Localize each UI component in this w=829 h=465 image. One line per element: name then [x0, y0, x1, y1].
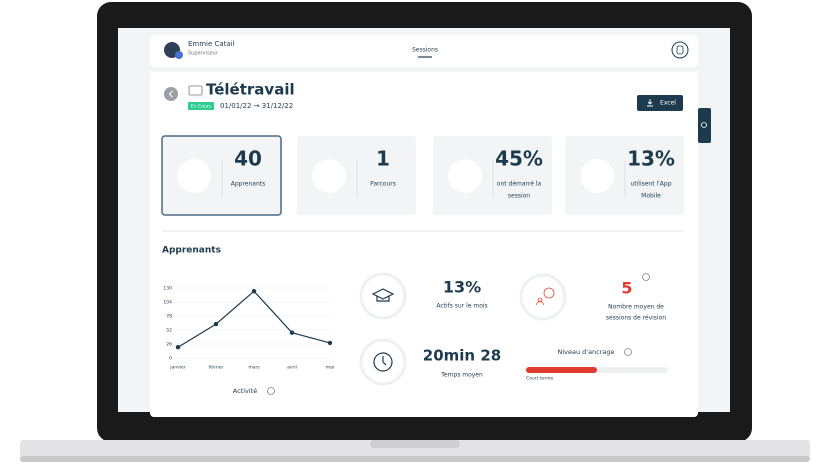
active-icon: [359, 272, 407, 320]
x-tick-label: mai: [326, 365, 334, 371]
clock-face: [373, 352, 393, 372]
back-button[interactable]: [164, 87, 178, 101]
stat-label: session: [508, 193, 530, 200]
revision-icon: [519, 273, 567, 321]
anchor-help[interactable]: [624, 348, 632, 356]
chart-help[interactable]: [267, 387, 275, 395]
stat-icon: [448, 159, 482, 193]
x-tick-label: avril: [287, 365, 297, 371]
laptop-base-edge: [20, 456, 810, 462]
header-bar: [150, 35, 698, 67]
stat-value: 40: [234, 147, 262, 171]
stat-value: 45%: [495, 147, 543, 171]
avatar-badge: [175, 51, 183, 59]
help-icon: [676, 45, 684, 55]
x-tick-label: février: [209, 364, 224, 371]
laptop-notch: [370, 440, 460, 448]
point: [289, 330, 295, 335]
point: [327, 340, 333, 346]
y-tick-label: 52: [166, 328, 172, 334]
excel-label: Excel: [660, 100, 676, 107]
stat-icon: [312, 159, 346, 193]
session-title: Télétravail: [206, 81, 295, 99]
stat-value: 1: [376, 147, 390, 171]
active-label: Actifs sur le mois: [436, 303, 487, 310]
status-text: En Cours: [191, 104, 212, 110]
y-tick-label: 26: [166, 342, 172, 348]
x-tick-label: mars: [248, 365, 260, 371]
help-button[interactable]: [671, 41, 689, 59]
status-badge: [188, 102, 214, 110]
stat-value: 13%: [627, 147, 675, 171]
stat-icon: [177, 159, 211, 193]
user-name: Emmie Catail: [188, 40, 235, 48]
nav-sessions[interactable]: Sessions: [412, 47, 438, 54]
session-icon: [188, 85, 203, 96]
cap-icon: [371, 288, 395, 302]
revision-help[interactable]: [642, 273, 650, 281]
back-arrow: [168, 90, 173, 98]
revision-value: 5: [621, 279, 632, 298]
time-label: Temps moyen: [440, 372, 483, 379]
stat-label: Parcours: [370, 181, 396, 188]
clock-hands: [382, 356, 387, 366]
revision-label-1: Nombre moyen de: [608, 304, 664, 311]
revision-label-2: sessions de révision: [606, 315, 666, 322]
revision-glyph: [543, 287, 555, 299]
user-role: Superviseur: [188, 51, 219, 57]
time-value: 20min 28: [423, 347, 501, 365]
y-tick-label: 130: [163, 286, 172, 292]
anchor-title: Niveau d'ancrage: [557, 348, 614, 356]
point: [213, 321, 219, 327]
y-tick-label: 78: [166, 314, 172, 320]
point: [251, 289, 257, 294]
y-tick-label: 104: [163, 300, 172, 306]
anchor-label: Court terme: [526, 376, 553, 382]
y-tick-label: 0: [169, 356, 172, 362]
session-dates: 01/01/22 → 31/12/22: [220, 102, 293, 110]
revision-person: [535, 297, 545, 306]
section-title: Apprenants: [162, 246, 221, 256]
anchor-fill: [526, 367, 597, 373]
excel-button[interactable]: [637, 95, 683, 111]
stat-label: utilisent l'App: [630, 181, 671, 188]
point: [175, 345, 181, 350]
main-card: [150, 72, 698, 417]
side-tab-icon: [701, 122, 707, 128]
stat-label: Apprenants: [231, 181, 266, 188]
active-value: 13%: [443, 278, 481, 297]
stat-label: ont démarré la: [497, 181, 542, 188]
laptop-base: [20, 440, 810, 458]
download-icon: [647, 99, 653, 107]
x-tick-label: janvier: [169, 365, 186, 371]
stat-icon: [580, 159, 614, 193]
chart-label: Activité: [233, 387, 257, 395]
stat-label: Mobile: [641, 193, 661, 200]
side-tab[interactable]: [698, 108, 711, 143]
